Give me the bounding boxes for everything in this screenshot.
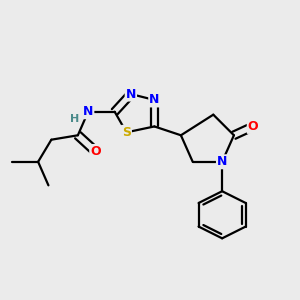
Text: N: N bbox=[83, 105, 93, 118]
Text: N: N bbox=[149, 93, 160, 106]
Text: O: O bbox=[248, 120, 258, 133]
Text: H: H bbox=[70, 114, 80, 124]
Text: S: S bbox=[122, 126, 131, 139]
Text: N: N bbox=[217, 155, 227, 168]
Text: N: N bbox=[126, 88, 136, 100]
Text: O: O bbox=[90, 145, 101, 158]
